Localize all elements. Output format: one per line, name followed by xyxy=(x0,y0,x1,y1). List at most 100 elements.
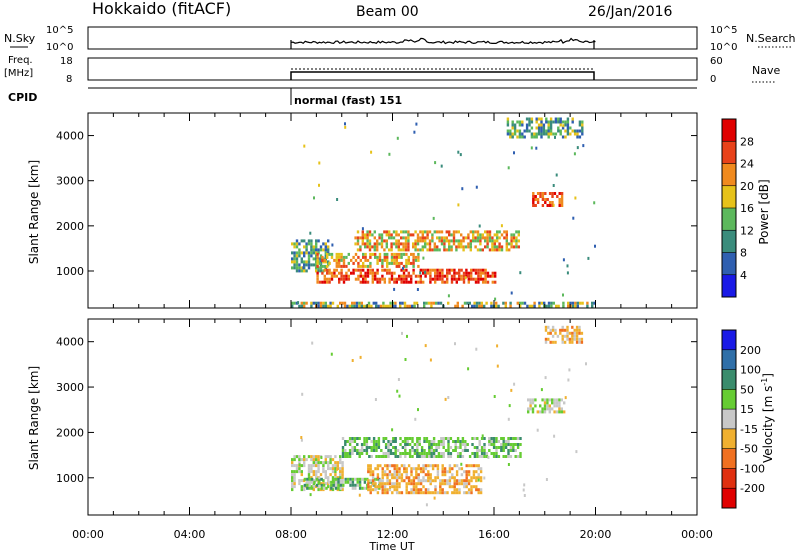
colorbar-swatch-1-6 xyxy=(722,369,736,390)
cell-1-1-80 xyxy=(378,486,381,490)
cell-1-3-281 xyxy=(492,452,496,455)
cell-1-3-258 xyxy=(480,449,484,452)
cell-1-3-295 xyxy=(500,449,503,452)
sparse-cell-1-20 xyxy=(424,344,427,348)
cell-0-2-55 xyxy=(362,268,365,272)
cell-1-3-106 xyxy=(399,443,402,446)
cell-0-5-118 xyxy=(576,132,579,136)
cell-1-2-269 xyxy=(467,473,471,477)
cell-1-0-156 xyxy=(339,461,342,465)
power-xticks xyxy=(87,113,698,308)
cell-1-3-138 xyxy=(416,443,419,446)
cell-1-2-89 xyxy=(398,467,401,471)
cell-0-3-171 xyxy=(448,233,451,237)
cell-0-1-3 xyxy=(316,261,319,265)
cell-0-3-261 xyxy=(496,239,499,243)
cell-1-3-299 xyxy=(502,446,505,449)
cell-0-4-4 xyxy=(532,204,535,207)
cell-1-5-44 xyxy=(573,337,576,341)
cell-0-2-102 xyxy=(395,280,398,284)
cell-0-0-28 xyxy=(298,266,301,270)
cell-0-3-89 xyxy=(404,230,408,234)
cell-0-6-129 xyxy=(543,301,546,305)
cell-0-3-263 xyxy=(496,248,499,252)
cell-0-1-42 xyxy=(352,255,355,259)
cell-1-2-136 xyxy=(415,482,418,486)
cell-1-1-13 xyxy=(313,480,316,484)
cell-0-6-35 xyxy=(351,304,354,308)
cell-1-2-294 xyxy=(477,476,480,480)
cell-0-3-26 xyxy=(368,233,372,237)
cell-1-3-97 xyxy=(394,437,397,440)
cell-1-3-277 xyxy=(492,437,496,440)
cell-1-5-7 xyxy=(549,328,552,332)
cell-0-2-25 xyxy=(335,268,338,272)
cell-0-5-116 xyxy=(573,132,577,136)
cell-0-1-110 xyxy=(405,261,408,265)
cell-1-0-115 xyxy=(327,464,330,468)
cell-1-3-162 xyxy=(428,443,431,446)
x-tick-label-3: 12:00 xyxy=(377,528,409,541)
cell-1-3-207 xyxy=(447,455,450,458)
cell-0-2-22 xyxy=(333,268,336,272)
cell-0-2-166 xyxy=(441,280,444,284)
cell-1-0-97 xyxy=(319,482,323,486)
cell-0-1-44 xyxy=(354,252,358,256)
cell-1-0-61 xyxy=(310,476,313,480)
cell-1-2-278 xyxy=(470,488,473,492)
sparse-cell-0-53 xyxy=(457,150,460,154)
cell-1-2-190 xyxy=(436,464,440,468)
cell-0-6-5 xyxy=(300,301,303,305)
cell-0-1-76 xyxy=(381,264,384,268)
cell-1-2-184 xyxy=(434,464,437,468)
cell-1-2-145 xyxy=(417,482,420,486)
cell-0-2-204 xyxy=(467,280,470,284)
cell-1-2-233 xyxy=(453,479,456,483)
cell-0-4-14 xyxy=(541,195,545,198)
cell-0-2-182 xyxy=(453,274,456,278)
cell-0-1-34 xyxy=(342,258,346,262)
cell-0-3-242 xyxy=(486,245,489,249)
cell-0-5-74 xyxy=(547,129,550,133)
colorbar-tick-label-1-2: 50 xyxy=(740,383,754,396)
cell-0-1-115 xyxy=(410,252,413,256)
cell-0-2-79 xyxy=(376,277,379,281)
cell-0-5-83 xyxy=(552,120,555,124)
cell-0-2-239 xyxy=(491,280,494,284)
cell-0-0-82 xyxy=(317,239,320,243)
cell-0-6-7 xyxy=(303,301,306,305)
cell-0-2-53 xyxy=(359,274,362,278)
sparse-cell-0-11 xyxy=(530,146,533,150)
sparse-cell-1-31 xyxy=(433,496,436,500)
cell-0-5-26 xyxy=(521,123,524,127)
cell-1-0-32 xyxy=(300,464,303,468)
cell-1-2-277 xyxy=(470,485,473,489)
sparse-cell-1-17 xyxy=(389,485,391,489)
cell-0-0-15 xyxy=(295,245,299,249)
cell-1-3-332 xyxy=(519,455,522,458)
x-tick-label-0: 00:00 xyxy=(72,528,104,541)
cell-1-2-7 xyxy=(369,464,372,468)
cell-0-6-118 xyxy=(519,304,522,308)
y-tick-label-1-2: 3000 xyxy=(56,381,84,394)
cell-0-3-144 xyxy=(431,248,434,252)
cell-0-0-53 xyxy=(307,251,311,255)
cell-1-3-314 xyxy=(509,446,513,449)
cell-1-3-195 xyxy=(442,443,445,446)
cell-0-6-135 xyxy=(550,304,553,308)
sparse-cell-1-25 xyxy=(300,438,303,442)
cell-0-5-128 xyxy=(581,132,584,136)
cell-1-5-21 xyxy=(561,328,564,332)
cell-0-2-143 xyxy=(429,271,432,275)
cell-0-3-66 xyxy=(390,248,393,252)
cell-1-3-288 xyxy=(495,455,498,458)
cell-0-2-140 xyxy=(426,268,430,272)
cell-1-2-42 xyxy=(381,488,384,492)
cell-0-5-99 xyxy=(561,135,565,139)
cell-1-3-226 xyxy=(459,452,462,455)
cell-1-2-200 xyxy=(439,491,442,495)
cell-1-3-139 xyxy=(416,446,419,449)
cell-1-4-20 xyxy=(543,401,547,405)
cell-1-3-66 xyxy=(375,455,378,458)
cell-0-2-206 xyxy=(470,271,473,275)
